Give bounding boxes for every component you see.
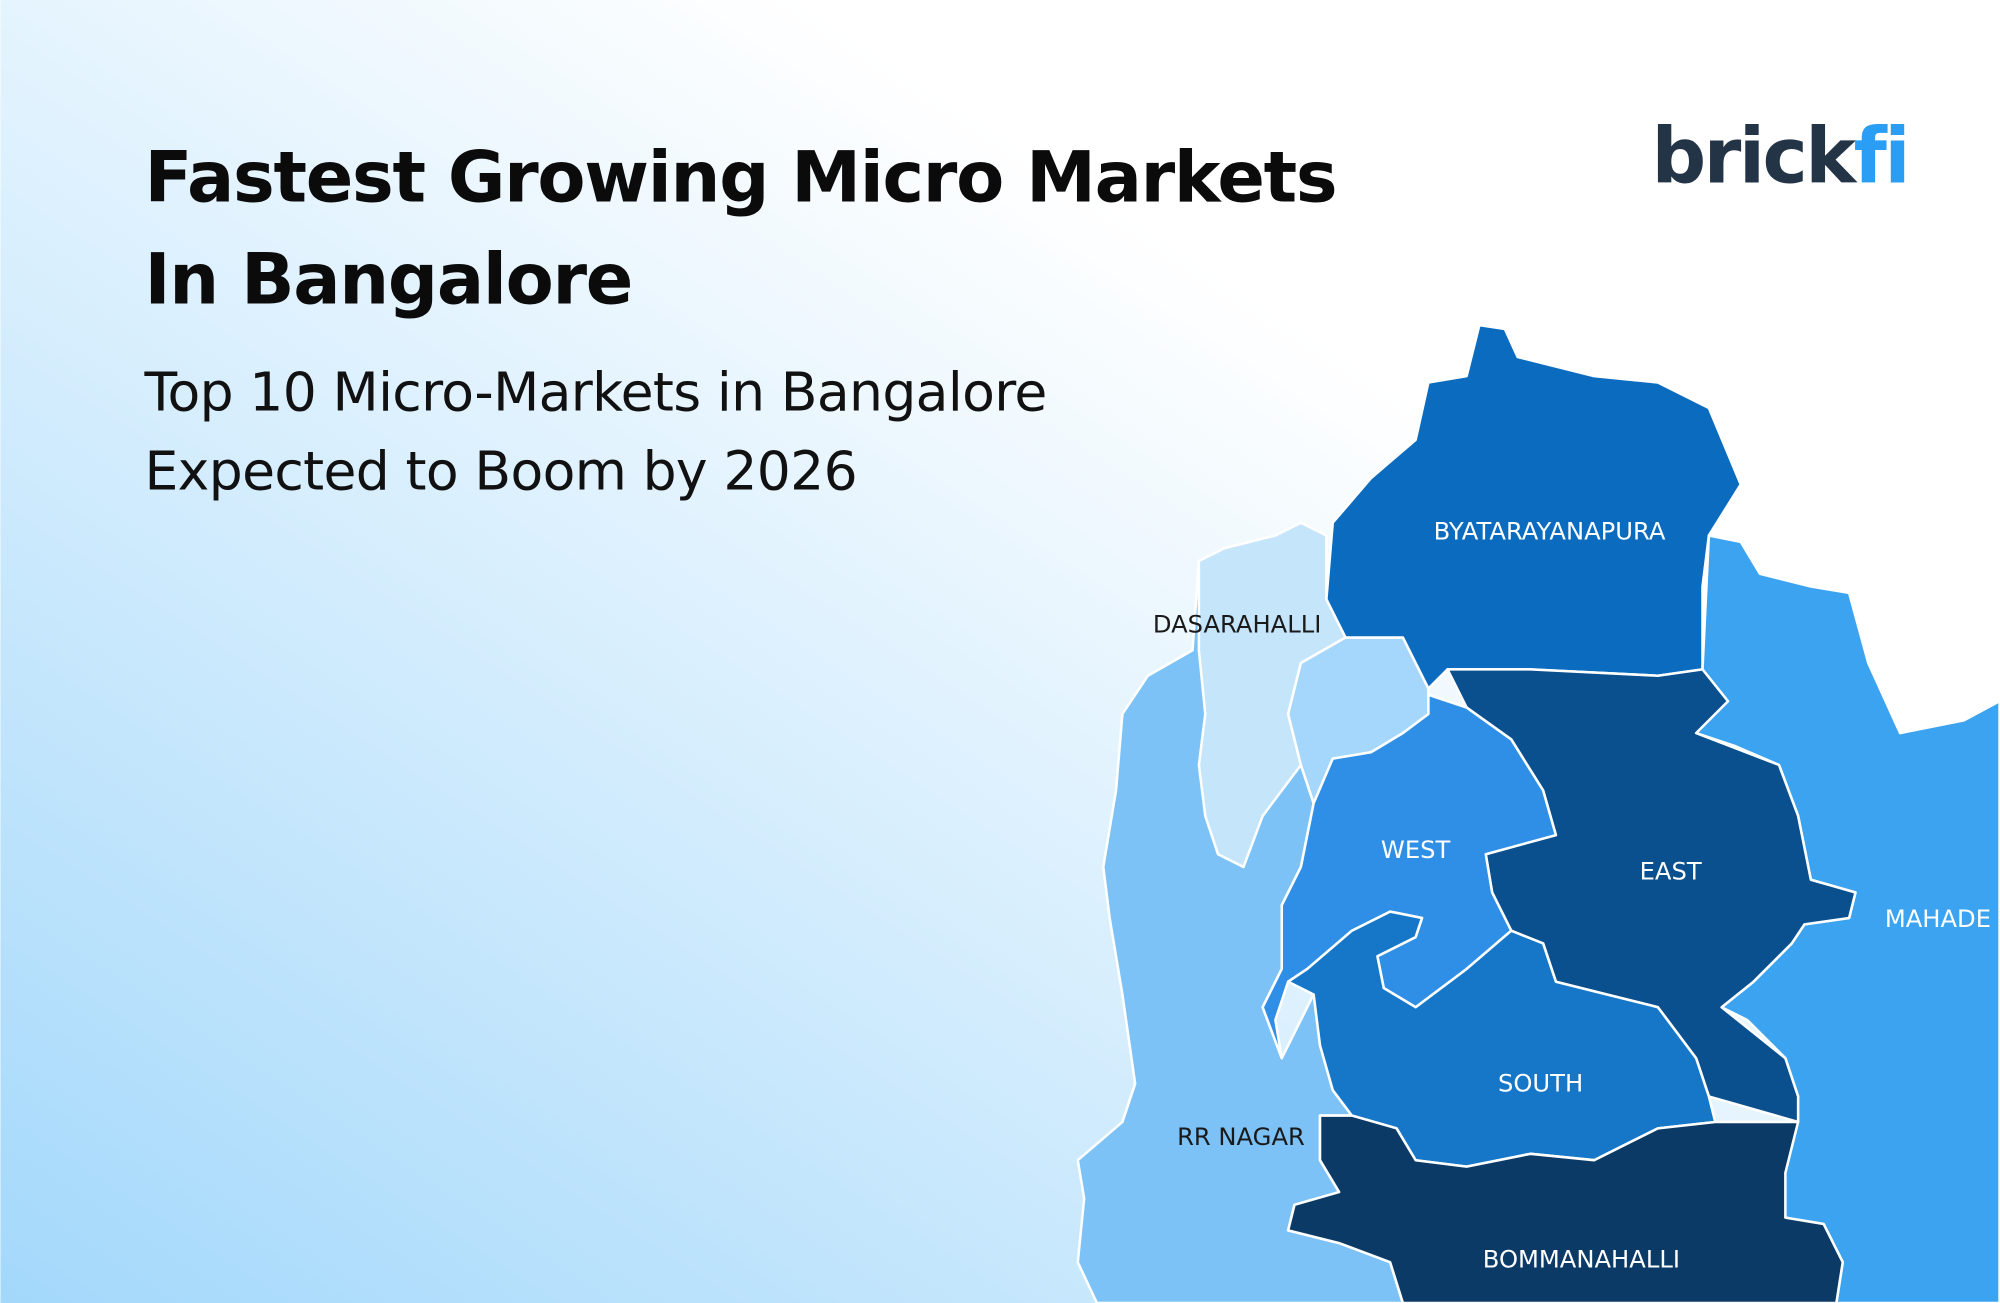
logo-part: fi <box>1854 112 1908 201</box>
logo: brickfi <box>1651 112 1908 201</box>
region-label: SOUTH <box>1498 1069 1583 1097</box>
region-label: DASARAHALLI <box>1153 610 1322 638</box>
map: BYATARAYANAPURA DASARAHALLI WEST EAST MA… <box>1076 323 2000 1303</box>
subtitle-line: Top 10 Micro-Markets in Bangalore <box>144 361 1047 424</box>
title-line: Fastest Growing Micro Markets <box>145 136 1337 218</box>
region-label: BOMMANAHALLI <box>1483 1245 1680 1273</box>
region-label: BYATARAYANAPURA <box>1434 517 1666 545</box>
logo-part: brick <box>1651 112 1858 201</box>
title-line: In Bangalore <box>145 238 633 320</box>
region-label: MAHADE <box>1885 905 1991 933</box>
region-label: EAST <box>1640 858 1702 886</box>
region-label: WEST <box>1381 836 1451 864</box>
region-label: RR NAGAR <box>1177 1123 1305 1151</box>
subtitle-line: Expected to Boom by 2026 <box>145 440 858 503</box>
region-bommanahalli <box>1286 1114 1845 1303</box>
